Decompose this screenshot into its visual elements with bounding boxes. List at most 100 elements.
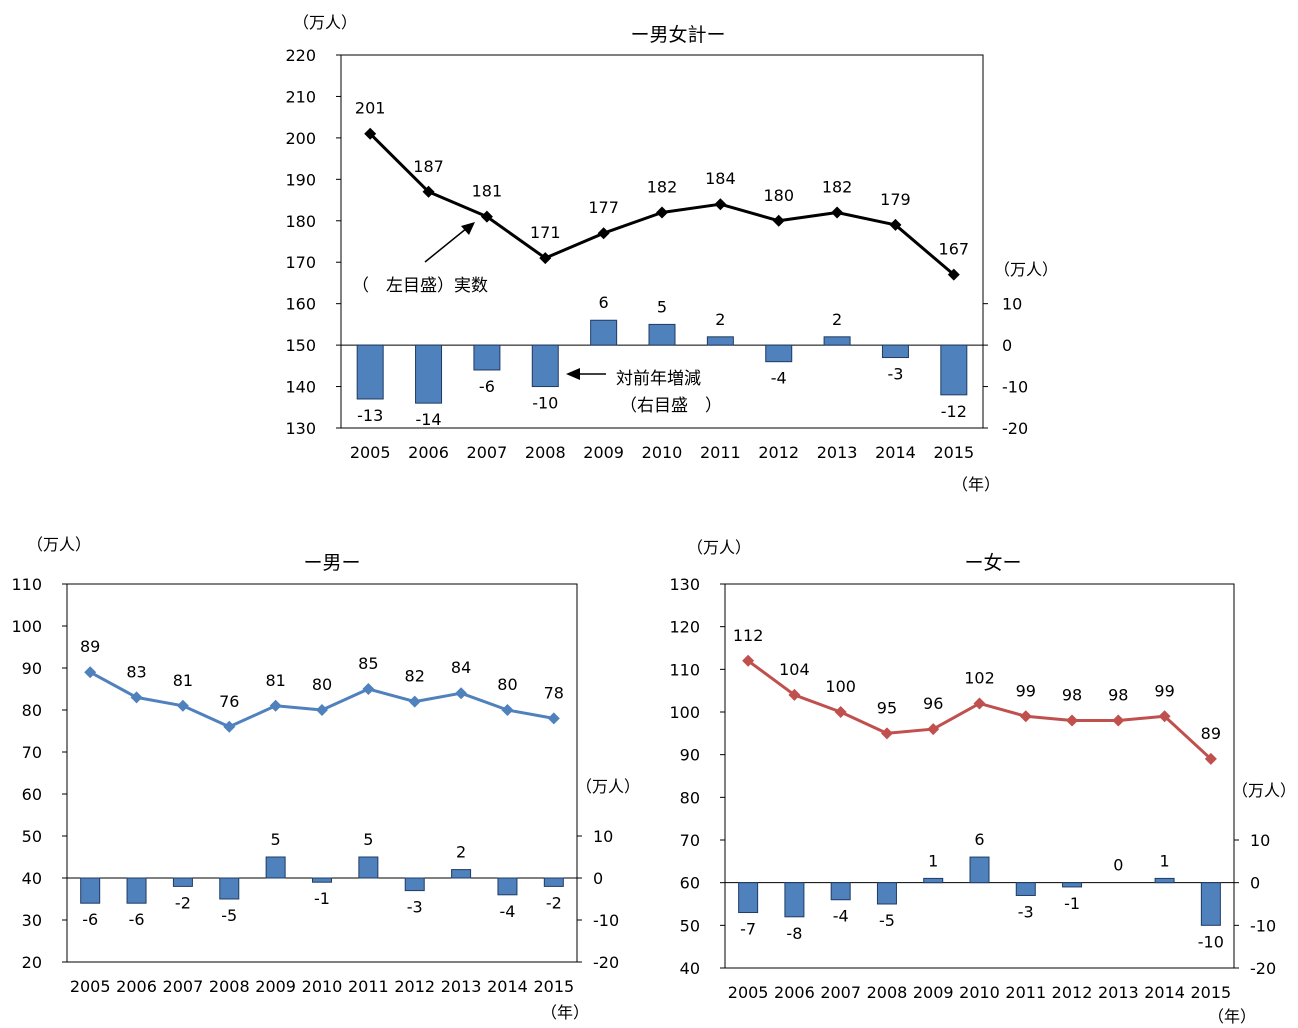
left-axis-unit: （万人）: [687, 538, 751, 557]
line-data-label: 95: [877, 698, 897, 717]
left-tick-label: 120: [669, 618, 700, 637]
x-tick-label: 2013: [441, 977, 482, 996]
bar: [1154, 877, 1175, 884]
x-tick-label: 2014: [487, 977, 528, 996]
left-tick-label: 70: [680, 831, 700, 850]
line-point-marker: [889, 218, 902, 231]
left-axis-unit: （万人）: [293, 13, 357, 32]
annotation-arrowhead: [461, 222, 475, 235]
bar-data-label: -6: [129, 910, 145, 929]
bar: [738, 882, 759, 914]
x-tick-label: 2006: [774, 983, 815, 1002]
bar-data-label: -4: [833, 907, 849, 926]
line-data-label: 89: [80, 637, 100, 656]
bar-data-label: 2: [715, 310, 725, 329]
line-point-marker: [269, 699, 282, 712]
bar: [648, 323, 676, 346]
line-data-label: 187: [413, 157, 444, 176]
x-tick-label: 2015: [533, 977, 574, 996]
bar: [531, 344, 559, 388]
line-data-label: 81: [173, 671, 193, 690]
line-point-marker: [880, 727, 893, 740]
line-point-marker: [316, 704, 328, 716]
left-tick-label: 80: [22, 701, 42, 720]
line-data-label: 85: [358, 654, 378, 673]
line-data-label: 99: [1154, 681, 1174, 700]
x-tick-label: 2009: [913, 983, 954, 1002]
left-tick-label: 160: [285, 295, 316, 314]
chart-title: ー男ー: [303, 552, 360, 574]
bar: [881, 344, 909, 359]
bar-data-label: -8: [786, 924, 802, 943]
bar-data-label: -5: [221, 906, 237, 925]
line-data-label: 171: [530, 223, 561, 242]
x-tick-label: 2014: [875, 443, 916, 462]
left-tick-label: 70: [22, 743, 42, 762]
left-tick-label: 110: [11, 575, 42, 594]
bar: [415, 344, 443, 404]
line-data-label: 96: [923, 694, 943, 713]
line-data-label: 184: [705, 169, 736, 188]
bar-data-label: -6: [479, 377, 495, 396]
x-tick-label: 2012: [394, 977, 435, 996]
chart-title: ー男女計ー: [630, 24, 725, 46]
bar-data-label: -10: [1198, 932, 1224, 951]
line-point-marker: [656, 206, 668, 219]
left-tick-label: 60: [680, 874, 700, 893]
line-data-label: 167: [939, 240, 970, 259]
line-point-marker: [1158, 710, 1171, 723]
x-tick-label: 2005: [728, 983, 769, 1002]
right-tick-label: -10: [1250, 916, 1276, 935]
line-data-label: 80: [497, 675, 517, 694]
x-tick-label: 2013: [1098, 983, 1139, 1002]
x-tick-label: 2006: [116, 977, 157, 996]
bar-data-label: -4: [771, 369, 787, 388]
annotation-arrow-line: [424, 227, 468, 263]
left-tick-label: 150: [285, 336, 316, 355]
x-tick-label: 2005: [350, 443, 391, 462]
line-point-marker: [408, 695, 421, 708]
bar: [923, 877, 944, 884]
line-point-marker: [597, 227, 610, 240]
bar: [356, 344, 384, 400]
line-point-marker: [834, 706, 847, 718]
x-tick-label: 2012: [1052, 983, 1093, 1002]
right-tick-label: 0: [593, 869, 603, 888]
x-tick-label: 2006: [408, 443, 449, 462]
x-tick-label: 2010: [959, 983, 1000, 1002]
bar: [312, 877, 332, 883]
line-data-label: 177: [588, 198, 619, 217]
line-data-label: 98: [1062, 686, 1082, 705]
line-point-marker: [1112, 714, 1125, 727]
line-point-marker: [223, 720, 236, 733]
right-tick-label: -10: [593, 911, 619, 930]
left-tick-label: 50: [22, 827, 42, 846]
line-data-label: 102: [964, 668, 995, 687]
line-data-label: 99: [1016, 681, 1036, 700]
left-tick-label: 170: [285, 253, 316, 272]
line-point-marker: [501, 704, 514, 716]
line-point-marker: [539, 252, 552, 265]
bar: [784, 882, 805, 918]
right-tick-label: -20: [1250, 959, 1276, 978]
bar: [706, 336, 734, 346]
bar-data-label: 2: [456, 843, 466, 862]
x-tick-label: 2011: [1005, 983, 1046, 1002]
right-tick-label: -10: [1002, 378, 1028, 397]
bar: [940, 344, 968, 396]
right-tick-label: 10: [1002, 295, 1022, 314]
bar-data-label: -3: [407, 898, 423, 917]
line-point-marker: [772, 214, 785, 227]
x-tick-label: 2010: [642, 443, 683, 462]
line-point-marker: [831, 206, 844, 219]
line-data-label: 179: [880, 190, 911, 209]
x-axis-unit: （年）: [541, 1003, 589, 1022]
line-data-label: 100: [825, 677, 856, 696]
line-data-label: 182: [822, 177, 853, 196]
line-point-marker: [714, 198, 727, 211]
bar: [404, 877, 425, 892]
line-data-label: 76: [219, 692, 239, 711]
bar-data-label: -13: [357, 406, 383, 425]
line-data-label: 182: [647, 177, 678, 196]
